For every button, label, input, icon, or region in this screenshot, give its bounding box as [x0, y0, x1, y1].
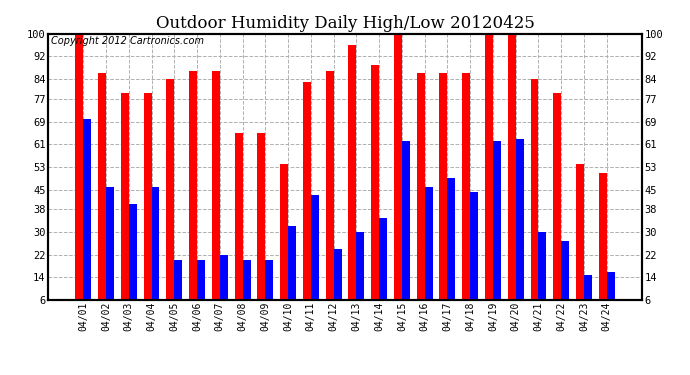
Text: Copyright 2012 Cartronics.com: Copyright 2012 Cartronics.com — [51, 36, 204, 46]
Bar — [197, 260, 205, 317]
Bar — [584, 274, 592, 317]
Bar — [83, 119, 91, 317]
Bar — [440, 74, 447, 317]
Bar — [144, 93, 152, 317]
Bar — [152, 187, 159, 317]
Bar — [129, 204, 137, 317]
Bar — [447, 178, 455, 317]
Bar — [334, 249, 342, 317]
Bar — [212, 70, 220, 317]
Bar — [515, 138, 524, 317]
Bar — [531, 79, 538, 317]
Bar — [485, 34, 493, 317]
Bar — [394, 34, 402, 317]
Bar — [553, 93, 561, 317]
Bar — [538, 232, 546, 317]
Bar — [470, 192, 478, 317]
Bar — [106, 187, 114, 317]
Bar — [280, 164, 288, 317]
Bar — [303, 82, 311, 317]
Bar — [348, 45, 356, 317]
Bar — [356, 232, 364, 317]
Bar — [417, 74, 424, 317]
Bar — [402, 141, 410, 317]
Bar — [424, 187, 433, 317]
Bar — [166, 79, 175, 317]
Bar — [462, 74, 470, 317]
Bar — [561, 240, 569, 317]
Bar — [576, 164, 584, 317]
Bar — [326, 70, 334, 317]
Bar — [371, 65, 379, 317]
Bar — [311, 195, 319, 317]
Bar — [266, 260, 273, 317]
Bar — [235, 133, 243, 317]
Bar — [508, 34, 515, 317]
Bar — [98, 74, 106, 317]
Bar — [220, 255, 228, 317]
Bar — [257, 133, 266, 317]
Bar — [288, 226, 296, 317]
Bar — [75, 34, 83, 317]
Bar — [607, 272, 615, 317]
Bar — [599, 172, 607, 317]
Bar — [189, 70, 197, 317]
Bar — [175, 260, 182, 317]
Bar — [493, 141, 501, 317]
Bar — [121, 93, 129, 317]
Bar — [243, 260, 250, 317]
Title: Outdoor Humidity Daily High/Low 20120425: Outdoor Humidity Daily High/Low 20120425 — [155, 15, 535, 32]
Bar — [379, 218, 387, 317]
